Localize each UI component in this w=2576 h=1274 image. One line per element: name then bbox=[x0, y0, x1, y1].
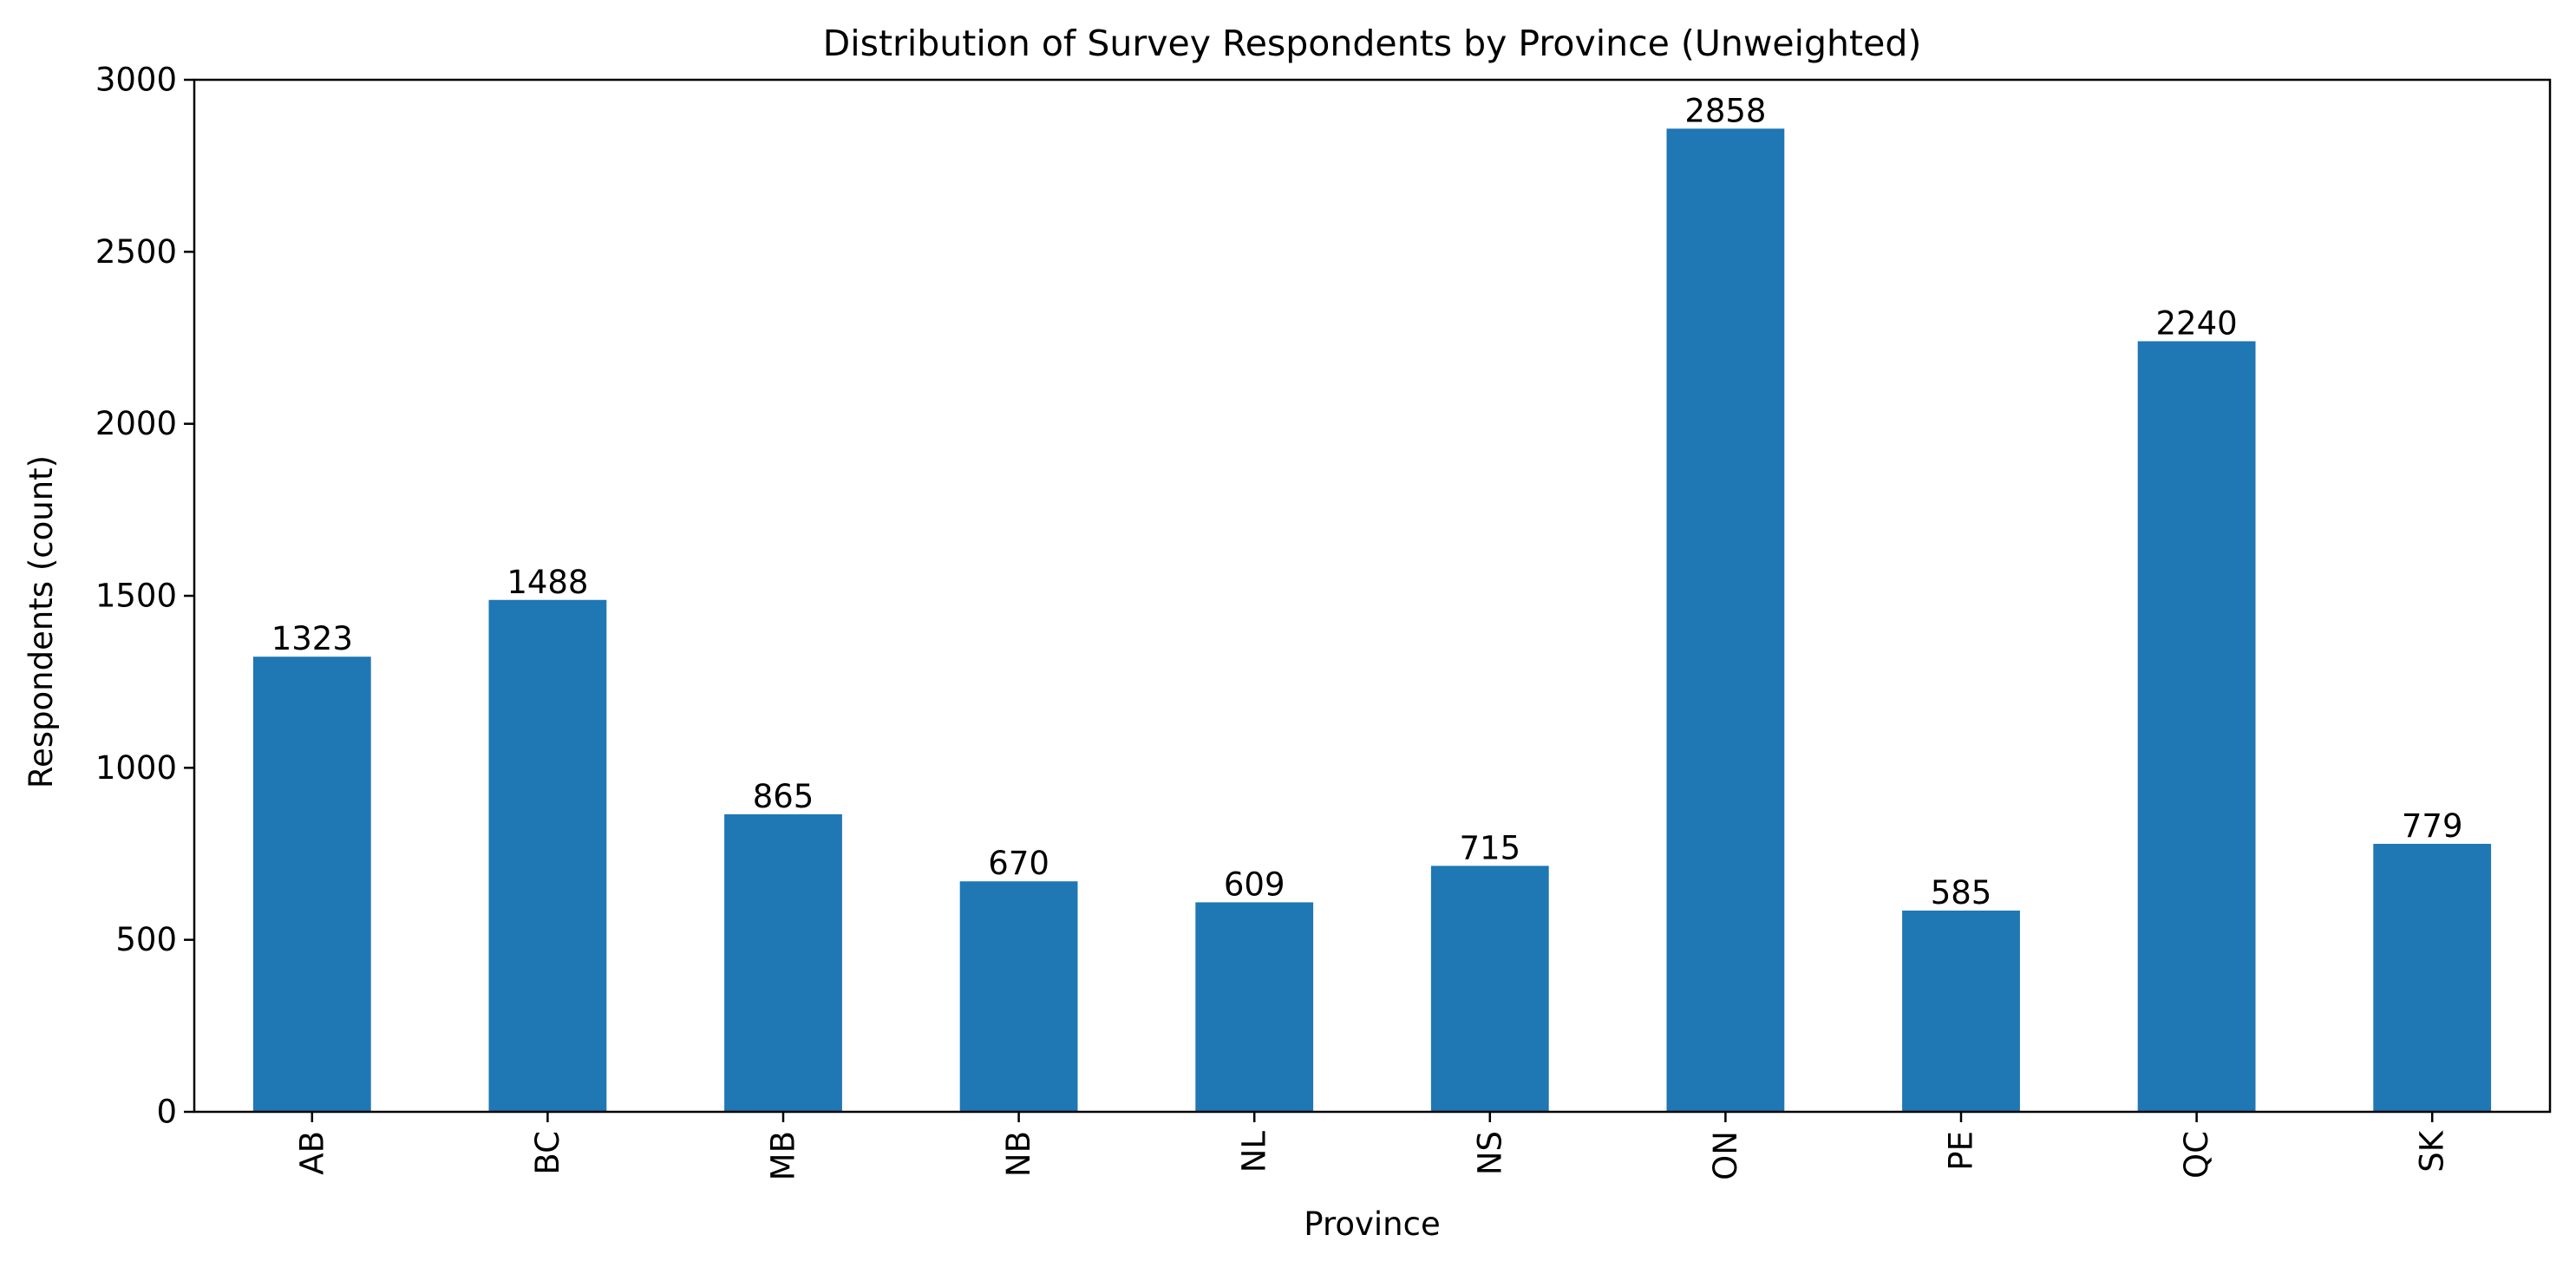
bars-layer bbox=[252, 128, 2492, 1112]
y-tick-label-0: 0 bbox=[156, 1094, 177, 1131]
y-tick-label-1500: 1500 bbox=[95, 578, 177, 615]
bar-nl bbox=[1195, 902, 1314, 1112]
x-tick-label-mb: MB bbox=[765, 1131, 802, 1180]
y-tick-label-2500: 2500 bbox=[95, 233, 177, 271]
x-tick-label-pe: PE bbox=[1943, 1131, 1980, 1171]
data-label-ns: 715 bbox=[1459, 829, 1520, 866]
x-tick-label-ns: NS bbox=[1471, 1131, 1508, 1175]
data-label-pe: 585 bbox=[1931, 874, 1992, 911]
x-tick-label-qc: QC bbox=[2178, 1131, 2215, 1179]
bar-ab bbox=[252, 657, 371, 1112]
x-tick-label-nb: NB bbox=[1000, 1131, 1037, 1177]
data-labels-layer: 1323 1488 865 670 609 715 2858 585 2240 779 bbox=[271, 92, 2463, 911]
y-tick-label-3000: 3000 bbox=[95, 62, 177, 99]
plot-frame bbox=[193, 78, 2552, 1114]
x-tick-label-ab: AB bbox=[293, 1131, 330, 1175]
x-tick-label-on: ON bbox=[1707, 1131, 1744, 1180]
bar-mb bbox=[724, 813, 842, 1112]
y-tick-label-1000: 1000 bbox=[95, 749, 177, 787]
bar-bc bbox=[488, 599, 607, 1112]
data-label-nb: 670 bbox=[988, 845, 1049, 882]
bar-nb bbox=[959, 881, 1078, 1112]
data-label-mb: 865 bbox=[753, 778, 814, 815]
x-tick-label-sk: SK bbox=[2414, 1129, 2451, 1172]
bar-pe bbox=[1902, 910, 2020, 1112]
y-tick-label-500: 500 bbox=[115, 921, 177, 958]
x-axis: AB BC MB NB NL NS ON PE QC SK bbox=[293, 1112, 2451, 1180]
bar-ns bbox=[1430, 866, 1549, 1112]
data-label-ab: 1323 bbox=[271, 620, 353, 657]
y-axis: 0 500 1000 1500 2000 2500 3000 bbox=[95, 62, 194, 1131]
bar-qc bbox=[2137, 341, 2256, 1112]
data-label-nl: 609 bbox=[1224, 866, 1285, 903]
data-label-sk: 779 bbox=[2402, 807, 2463, 845]
x-tick-label-nl: NL bbox=[1236, 1131, 1273, 1173]
data-label-on: 2858 bbox=[1684, 92, 1766, 129]
data-label-bc: 1488 bbox=[507, 564, 588, 601]
bar-sk bbox=[2373, 843, 2492, 1112]
x-axis-label: Province bbox=[1304, 1205, 1440, 1243]
y-tick-label-2000: 2000 bbox=[95, 405, 177, 442]
data-label-qc: 2240 bbox=[2156, 304, 2238, 342]
bar-on bbox=[1666, 128, 1785, 1112]
x-tick-label-bc: BC bbox=[529, 1131, 566, 1175]
y-axis-label: Respondents (count) bbox=[23, 455, 60, 788]
chart-title: Distribution of Survey Respondents by Pr… bbox=[823, 23, 1922, 64]
